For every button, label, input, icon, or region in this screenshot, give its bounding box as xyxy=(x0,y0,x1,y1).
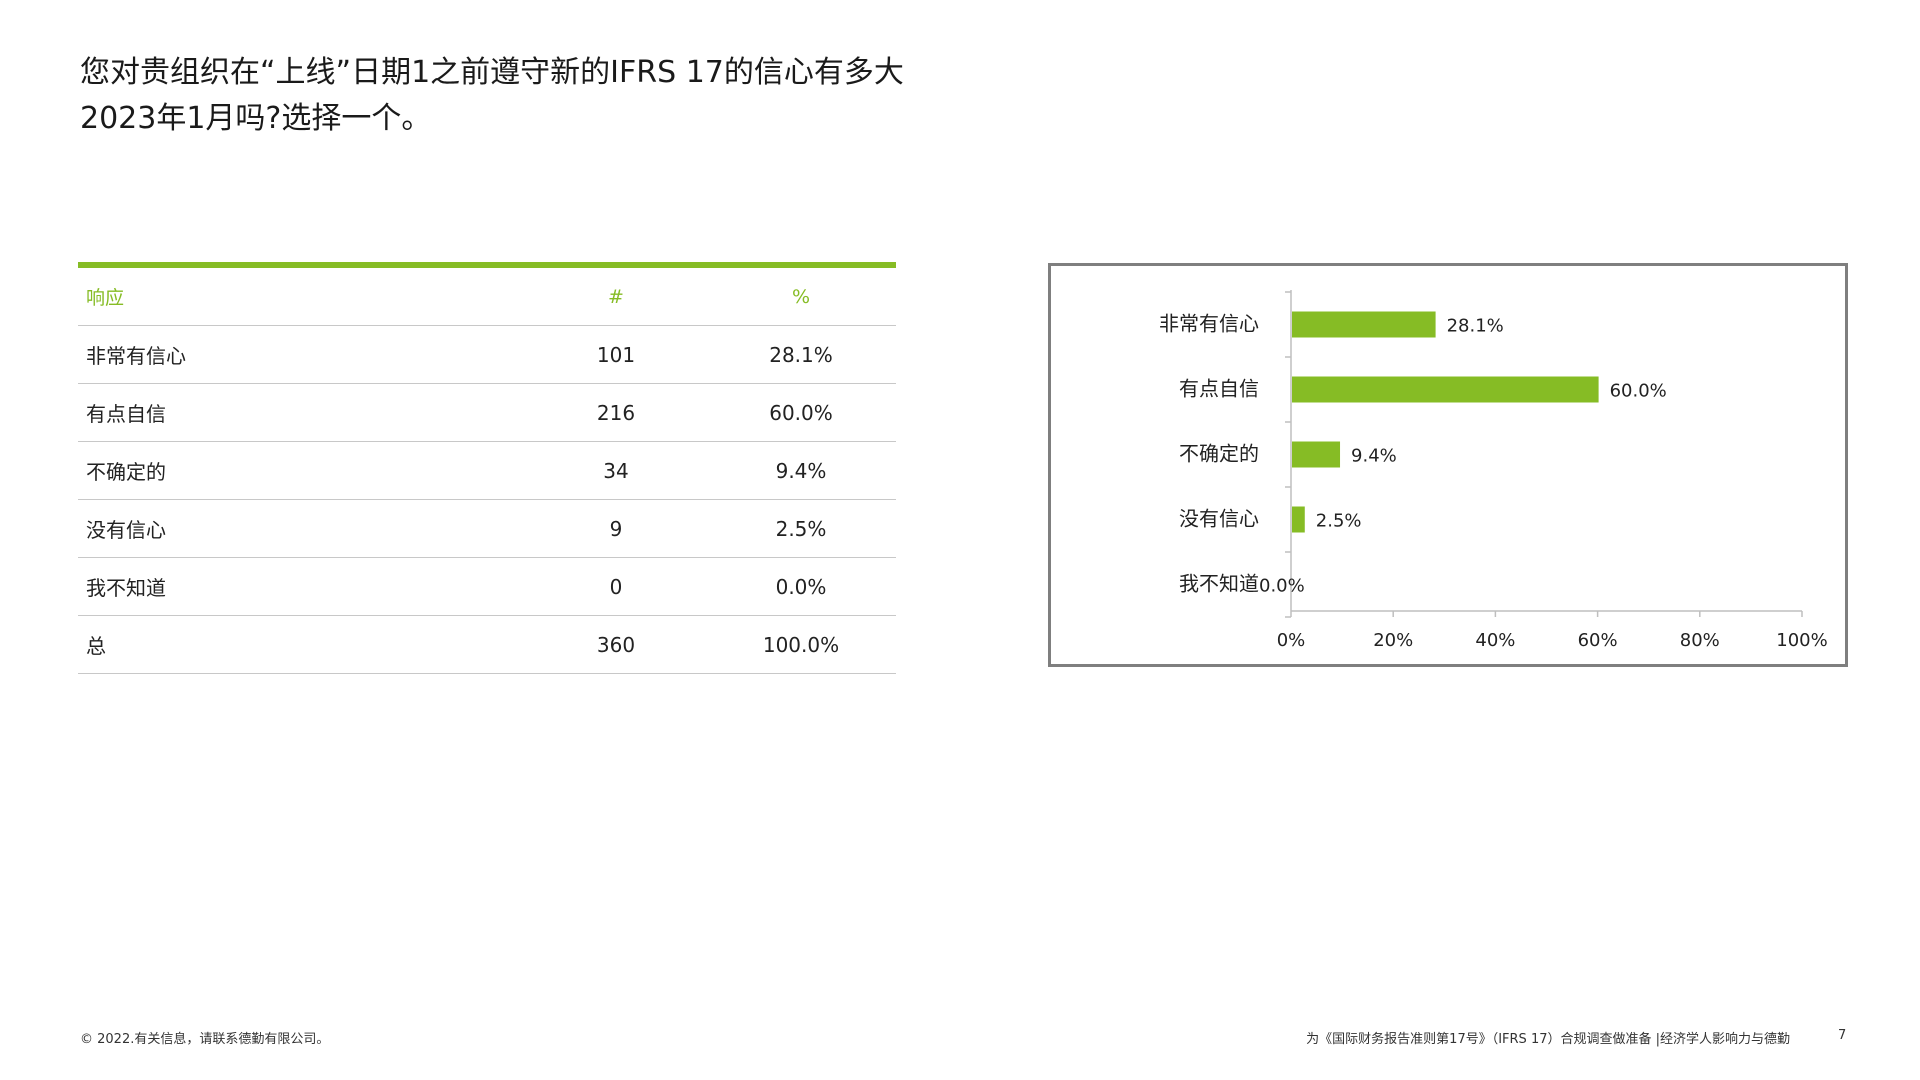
table-row-total: 总 360 100.0% xyxy=(78,615,896,674)
x-tick-label: 100% xyxy=(1776,630,1827,651)
row-count: 101 xyxy=(556,325,676,384)
row-percent: 0.0% xyxy=(706,557,896,616)
chart-frame: 0% 20% 40% 60% 80% 100% 非常有信心 28.1% 有点自信 60.0% 不确定… xyxy=(1048,263,1848,667)
row-count: 9 xyxy=(556,499,676,558)
row-response: 总 xyxy=(78,615,556,674)
category-label: 不确定的 xyxy=(1179,442,1259,466)
x-tick-label: 0% xyxy=(1277,630,1306,651)
x-tick-label: 60% xyxy=(1578,630,1618,651)
data-label: 9.4% xyxy=(1351,446,1397,467)
bar xyxy=(1292,441,1341,468)
table-row: 有点自信 216 60.0% xyxy=(78,383,896,442)
row-spacer xyxy=(676,499,706,558)
row-response: 非常有信心 xyxy=(78,325,556,384)
page-title: 您对贵组织在“上线”日期1之前遵守新的IFRS 17的信心有多大 2023年1月… xyxy=(80,50,940,142)
row-percent: 28.1% xyxy=(706,325,896,384)
bar xyxy=(1292,376,1599,403)
response-table-container: 响应 # % 非常有信心 101 28.1% 有点自信 216 60.0% 不确… xyxy=(78,262,896,674)
row-count: 360 xyxy=(556,615,676,674)
row-response: 我不知道 xyxy=(78,557,556,616)
row-count: 216 xyxy=(556,383,676,442)
row-spacer xyxy=(676,325,706,384)
x-tick-label: 40% xyxy=(1475,630,1515,651)
category-label: 非常有信心 xyxy=(1159,312,1259,336)
x-tick-label: 80% xyxy=(1680,630,1720,651)
row-percent: 100.0% xyxy=(706,615,896,674)
category-label: 没有信心 xyxy=(1179,507,1259,531)
data-label: 28.1% xyxy=(1447,316,1504,337)
table-row: 非常有信心 101 28.1% xyxy=(78,325,896,384)
page-number: 7 xyxy=(1838,1028,1847,1043)
data-label: 2.5% xyxy=(1316,511,1362,532)
row-percent: 60.0% xyxy=(706,383,896,442)
bar xyxy=(1292,506,1305,533)
category-label: 有点自信 xyxy=(1179,377,1259,401)
footer-source: 为《国际财务报告准则第17号》（IFRS 17）合规调查做准备 |经济学人影响力… xyxy=(1306,1032,1790,1047)
bar xyxy=(1292,311,1436,338)
row-spacer xyxy=(676,615,706,674)
row-spacer xyxy=(676,557,706,616)
page-title-line-1: 您对贵组织在“上线”日期1之前遵守新的IFRS 17的信心有多大 xyxy=(80,55,904,90)
table-row: 不确定的 34 9.4% xyxy=(78,441,896,500)
row-count: 0 xyxy=(556,557,676,616)
row-response: 没有信心 xyxy=(78,499,556,558)
header-percent: % xyxy=(706,268,896,326)
row-spacer xyxy=(676,383,706,442)
page-title-line-2: 2023年1月吗?选择一个。 xyxy=(80,101,432,136)
table-row: 我不知道 0 0.0% xyxy=(78,557,896,616)
data-label: 60.0% xyxy=(1610,381,1667,402)
x-tick-label: 20% xyxy=(1373,630,1413,651)
table-row: 没有信心 9 2.5% xyxy=(78,499,896,558)
row-spacer xyxy=(676,441,706,500)
data-label: 0.0% xyxy=(1259,576,1305,597)
row-response: 有点自信 xyxy=(78,383,556,442)
footer-copyright: © 2022.有关信息，请联系德勤有限公司。 xyxy=(80,1032,330,1047)
header-spacer xyxy=(676,268,706,326)
response-table: 响应 # % 非常有信心 101 28.1% 有点自信 216 60.0% 不确… xyxy=(78,268,896,674)
row-response: 不确定的 xyxy=(78,441,556,500)
bar-chart: 0% 20% 40% 60% 80% 100% 非常有信心 28.1% 有点自信 60.0% 不确定… xyxy=(1159,290,1828,651)
row-count: 34 xyxy=(556,441,676,500)
table-header-row: 响应 # % xyxy=(78,268,896,326)
header-response: 响应 xyxy=(78,268,556,326)
row-percent: 2.5% xyxy=(706,499,896,558)
category-label: 我不知道 xyxy=(1179,572,1259,596)
header-count: # xyxy=(556,268,676,326)
row-percent: 9.4% xyxy=(706,441,896,500)
